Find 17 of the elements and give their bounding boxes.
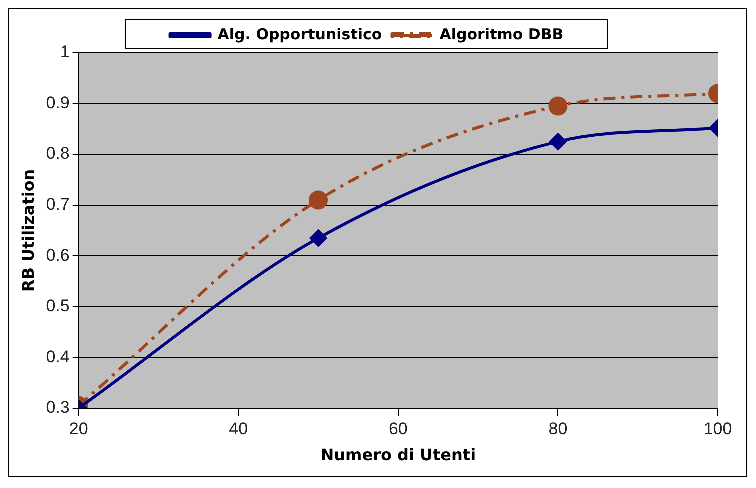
x-tick-label: 80: [548, 419, 568, 438]
y-tick-label: 0.6: [46, 246, 70, 265]
y-axis-title: RB Utilization: [18, 169, 38, 292]
x-tick-label: 100: [704, 419, 732, 438]
x-tick-label: 40: [229, 419, 248, 438]
y-tick-label: 0.9: [46, 93, 70, 112]
legend-label: Algoritmo DBB: [440, 25, 564, 44]
x-tick-label: 20: [69, 419, 88, 438]
x-tick-label: 60: [388, 419, 408, 438]
y-tick-label: 0.5: [46, 296, 70, 316]
y-tick-label: 1: [60, 42, 70, 62]
y-tick-label: 0.7: [46, 195, 70, 214]
y-tick-label: 0.4: [46, 347, 70, 366]
legend-label: Alg. Opportunistico: [218, 25, 382, 44]
y-tick-label: 0.8: [46, 144, 70, 164]
y-tick-label: 0.3: [46, 398, 70, 418]
x-axis-title: Numero di Utenti: [320, 446, 476, 465]
